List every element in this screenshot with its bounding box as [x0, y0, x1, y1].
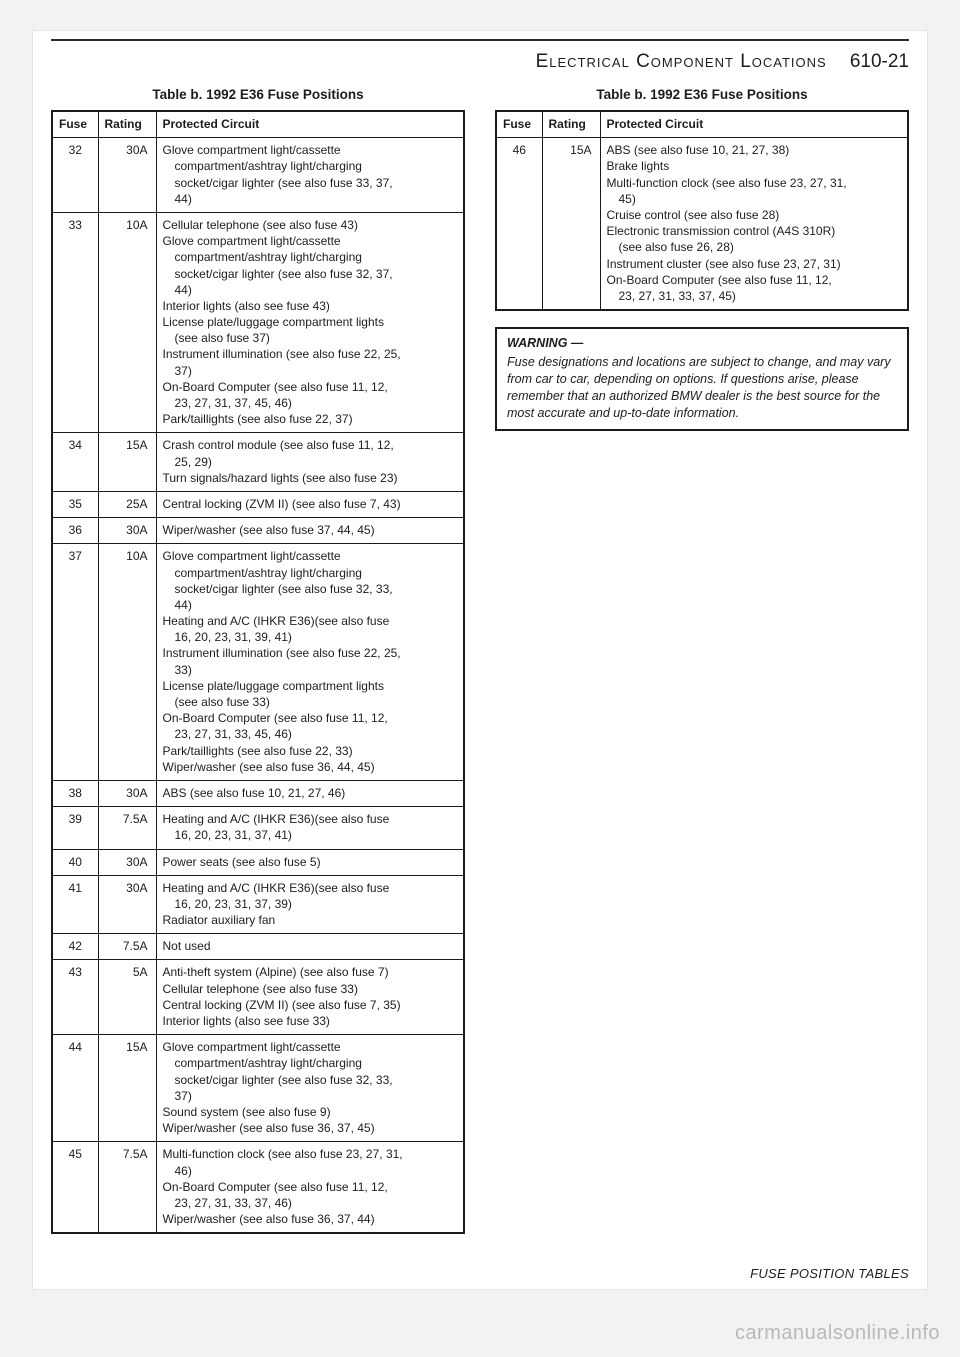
rating-cell: 30A [98, 849, 156, 875]
table-row: 3710AGlove compartment light/cassettecom… [52, 544, 464, 781]
circuit-cell: ABS (see also fuse 10, 21, 27, 46) [156, 780, 464, 806]
rating-cell: 30A [98, 138, 156, 213]
footer-label: FUSE POSITION TABLES [750, 1266, 909, 1281]
table-row: 435AAnti-theft system (Alpine) (see also… [52, 960, 464, 1035]
table-row: 427.5ANot used [52, 934, 464, 960]
fuse-cell: 42 [52, 934, 98, 960]
two-columns: Table b. 1992 E36 Fuse Positions Fuse Ra… [51, 83, 909, 1234]
col-rating: Rating [542, 111, 600, 138]
col-fuse: Fuse [52, 111, 98, 138]
rating-cell: 7.5A [98, 934, 156, 960]
warning-box: WARNING — Fuse designations and location… [495, 327, 909, 431]
fuse-cell: 44 [52, 1035, 98, 1142]
rating-cell: 30A [98, 875, 156, 934]
table-row: 457.5AMulti-function clock (see also fus… [52, 1142, 464, 1233]
circuit-cell: Not used [156, 934, 464, 960]
rating-cell: 30A [98, 518, 156, 544]
circuit-cell: Glove compartment light/cassettecompartm… [156, 138, 464, 213]
circuit-cell: Crash control module (see also fuse 11, … [156, 433, 464, 492]
table-title-left: Table b. 1992 E36 Fuse Positions [51, 87, 465, 102]
rating-cell: 15A [98, 433, 156, 492]
table-row: 4130AHeating and A/C (IHKR E36)(see also… [52, 875, 464, 934]
circuit-cell: Glove compartment light/cassettecompartm… [156, 544, 464, 781]
circuit-cell: Central locking (ZVM II) (see also fuse … [156, 491, 464, 517]
fuse-cell: 36 [52, 518, 98, 544]
rating-cell: 5A [98, 960, 156, 1035]
fuse-cell: 43 [52, 960, 98, 1035]
page-header: Electrical Component Locations 610-21 [51, 47, 909, 83]
rating-cell: 15A [542, 138, 600, 310]
warning-title: WARNING — [507, 335, 897, 352]
table-title-right: Table b. 1992 E36 Fuse Positions [495, 87, 909, 102]
fuse-cell: 35 [52, 491, 98, 517]
rating-cell: 10A [98, 544, 156, 781]
warning-body: Fuse designations and locations are subj… [507, 354, 897, 422]
col-rating: Rating [98, 111, 156, 138]
section-title: Electrical Component Locations [536, 51, 827, 72]
circuit-cell: Power seats (see also fuse 5) [156, 849, 464, 875]
fuse-cell: 45 [52, 1142, 98, 1233]
fuse-cell: 40 [52, 849, 98, 875]
table-row: 3415ACrash control module (see also fuse… [52, 433, 464, 492]
circuit-cell: Cellular telephone (see also fuse 43)Glo… [156, 212, 464, 432]
rating-cell: 30A [98, 780, 156, 806]
fuse-cell: 33 [52, 212, 98, 432]
table-header-row: Fuse Rating Protected Circuit [52, 111, 464, 138]
table-row: 4030APower seats (see also fuse 5) [52, 849, 464, 875]
rating-cell: 7.5A [98, 1142, 156, 1233]
circuit-cell: Heating and A/C (IHKR E36)(see also fuse… [156, 875, 464, 934]
fuse-cell: 32 [52, 138, 98, 213]
circuit-cell: Heating and A/C (IHKR E36)(see also fuse… [156, 807, 464, 849]
table-row: 3525ACentral locking (ZVM II) (see also … [52, 491, 464, 517]
table-header-row: Fuse Rating Protected Circuit [496, 111, 908, 138]
table-row: 397.5AHeating and A/C (IHKR E36)(see als… [52, 807, 464, 849]
col-circuit: Protected Circuit [600, 111, 908, 138]
watermark: carmanualsonline.info [735, 1322, 940, 1345]
table-row: 3230AGlove compartment light/cassettecom… [52, 138, 464, 213]
table-row: 4415AGlove compartment light/cassettecom… [52, 1035, 464, 1142]
col-circuit: Protected Circuit [156, 111, 464, 138]
circuit-cell: Wiper/washer (see also fuse 37, 44, 45) [156, 518, 464, 544]
fuse-table-right: Fuse Rating Protected Circuit 4615AABS (… [495, 110, 909, 311]
fuse-cell: 38 [52, 780, 98, 806]
rating-cell: 25A [98, 491, 156, 517]
fuse-cell: 39 [52, 807, 98, 849]
fuse-cell: 46 [496, 138, 542, 310]
circuit-cell: Glove compartment light/cassettecompartm… [156, 1035, 464, 1142]
page: Electrical Component Locations 610-21 Ta… [32, 30, 928, 1290]
left-column: Table b. 1992 E36 Fuse Positions Fuse Ra… [51, 83, 465, 1234]
table-row: 3830AABS (see also fuse 10, 21, 27, 46) [52, 780, 464, 806]
page-ref: 610-21 [850, 51, 909, 72]
fuse-cell: 37 [52, 544, 98, 781]
fuse-table-left: Fuse Rating Protected Circuit 3230AGlove… [51, 110, 465, 1234]
rating-cell: 10A [98, 212, 156, 432]
rating-cell: 7.5A [98, 807, 156, 849]
fuse-cell: 41 [52, 875, 98, 934]
circuit-cell: ABS (see also fuse 10, 21, 27, 38)Brake … [600, 138, 908, 310]
table-row: 3630AWiper/washer (see also fuse 37, 44,… [52, 518, 464, 544]
circuit-cell: Anti-theft system (Alpine) (see also fus… [156, 960, 464, 1035]
fuse-cell: 34 [52, 433, 98, 492]
circuit-cell: Multi-function clock (see also fuse 23, … [156, 1142, 464, 1233]
right-column: Table b. 1992 E36 Fuse Positions Fuse Ra… [495, 83, 909, 1234]
rating-cell: 15A [98, 1035, 156, 1142]
top-rule [51, 39, 909, 41]
table-row: 3310ACellular telephone (see also fuse 4… [52, 212, 464, 432]
table-row: 4615AABS (see also fuse 10, 21, 27, 38)B… [496, 138, 908, 310]
col-fuse: Fuse [496, 111, 542, 138]
